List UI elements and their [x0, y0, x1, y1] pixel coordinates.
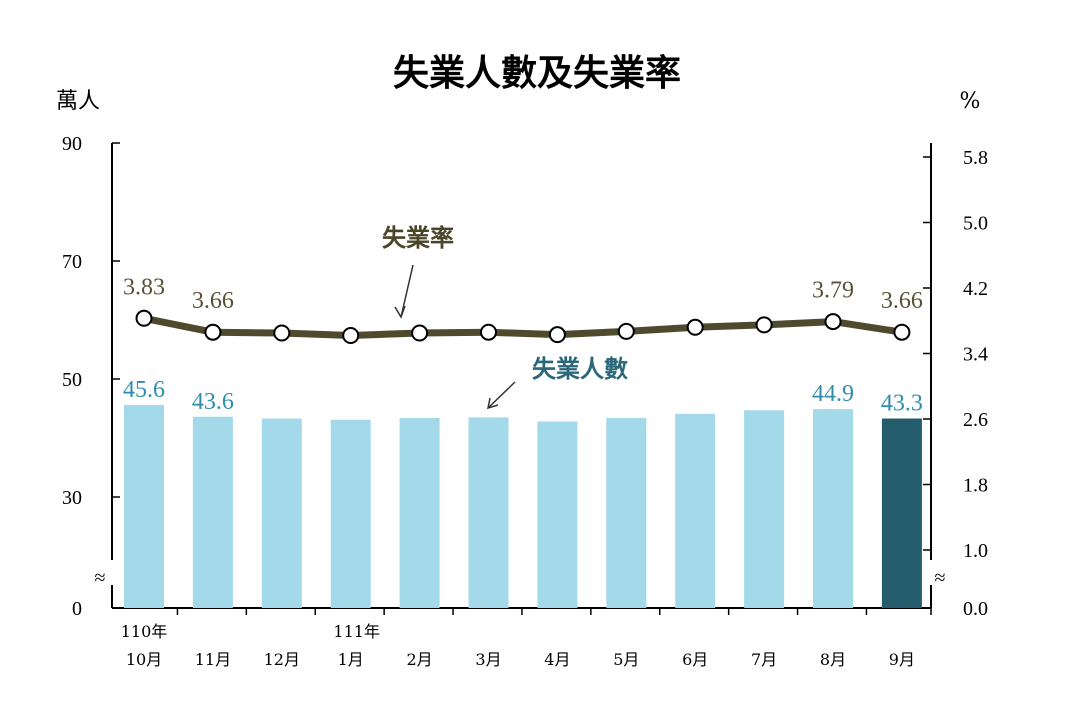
rate-point — [755, 316, 773, 334]
right-tick-label: 1.8 — [963, 475, 988, 497]
bar — [261, 418, 302, 608]
annotations: 失業率 失業人數 — [382, 223, 628, 410]
rate-point — [686, 318, 704, 336]
left-tick-label: 30 — [62, 487, 82, 509]
rate-point — [824, 313, 842, 331]
data-labels: 45.6 43.6 44.9 43.3 3.83 3.66 3.79 3.66 — [123, 274, 923, 416]
rate-line — [140, 314, 906, 339]
count-annotation-arrowhead — [487, 397, 499, 410]
x-month-label: 1月 — [338, 650, 364, 669]
right-axis-unit: % — [960, 89, 981, 114]
bar-value-label: 44.9 — [812, 381, 854, 407]
x-month-label: 9月 — [889, 650, 915, 669]
x-year-label: 110年 — [121, 622, 168, 641]
rate-point — [893, 323, 911, 341]
bar — [813, 409, 853, 608]
rate-value-label: 3.83 — [123, 274, 165, 300]
line-series — [135, 309, 911, 344]
right-tick-label: 4.2 — [963, 278, 988, 300]
bar — [330, 419, 371, 608]
right-tick-label: 5.0 — [963, 213, 988, 235]
rate-value-label: 3.66 — [192, 288, 234, 314]
rate-point — [411, 324, 429, 342]
rate-point — [548, 326, 566, 344]
bar — [606, 417, 647, 608]
left-tick-label: 90 — [62, 133, 82, 155]
axes: 0 30 50 70 90 ≈0.0 1.0 1.8 2.6 3.4 4.2 5.0 5.8 ≈ — [62, 133, 988, 620]
x-month-label: 5月 — [613, 650, 639, 669]
x-month-label: 7月 — [751, 650, 777, 669]
left-axis-unit: 萬人 — [56, 89, 100, 114]
left-tick-label: 70 — [62, 251, 82, 273]
x-year-label: 111年 — [333, 622, 380, 641]
x-month-label: 4月 — [544, 650, 570, 669]
rate-annotation-arrowhead — [394, 305, 406, 319]
bar — [468, 417, 509, 608]
bar-value-label: 45.6 — [123, 377, 165, 403]
bar-value-label: 43.6 — [192, 389, 234, 415]
count-annotation-arrow — [487, 381, 516, 409]
x-month-label: 3月 — [475, 650, 501, 669]
right-tick-label: 1.0 — [963, 540, 988, 562]
right-tick-label: 3.4 — [963, 344, 988, 366]
right-axis-break-icon: ≈ — [935, 567, 946, 589]
rate-series-annotation: 失業率 — [382, 223, 454, 252]
rate-point — [204, 323, 222, 341]
bar — [675, 413, 716, 608]
x-month-label: 8月 — [820, 650, 846, 669]
rate-point — [617, 322, 635, 340]
bar — [399, 417, 440, 608]
rate-annotation-arrow — [400, 264, 414, 318]
left-tick-label: 50 — [62, 369, 82, 391]
count-series-annotation: 失業人數 — [532, 354, 628, 383]
x-month-label: 6月 — [682, 650, 708, 669]
left-axis-break-icon: ≈ — [95, 567, 106, 589]
bar — [124, 404, 164, 608]
rate-point — [480, 323, 497, 341]
bar-value-label: 43.3 — [881, 391, 923, 417]
chart-title: 失業人數及失業率 — [393, 52, 681, 94]
x-month-label: 10月 — [126, 650, 162, 669]
right-tick-label: 0.0 — [963, 598, 988, 620]
right-tick-label: 5.8 — [963, 147, 988, 169]
bar — [744, 410, 785, 608]
left-tick-label: 0 — [72, 598, 82, 620]
rate-value-label: 3.66 — [881, 288, 923, 314]
bar — [537, 421, 578, 608]
x-axis-labels: 110年 10月 11月 12月 111年 1月 2月 3月 4月 5月 6月 7月 8月 9月 — [121, 622, 915, 669]
rate-value-label: 3.79 — [812, 278, 854, 304]
rate-point — [342, 326, 360, 344]
rate-point — [273, 324, 291, 342]
x-month-label: 12月 — [264, 650, 300, 669]
bar — [192, 416, 233, 608]
right-tick-label: 2.6 — [963, 409, 988, 431]
x-month-label: 2月 — [407, 650, 433, 669]
rate-point — [135, 309, 153, 327]
bar-series — [124, 404, 922, 608]
bar — [881, 418, 922, 608]
x-month-label: 11月 — [195, 650, 231, 669]
